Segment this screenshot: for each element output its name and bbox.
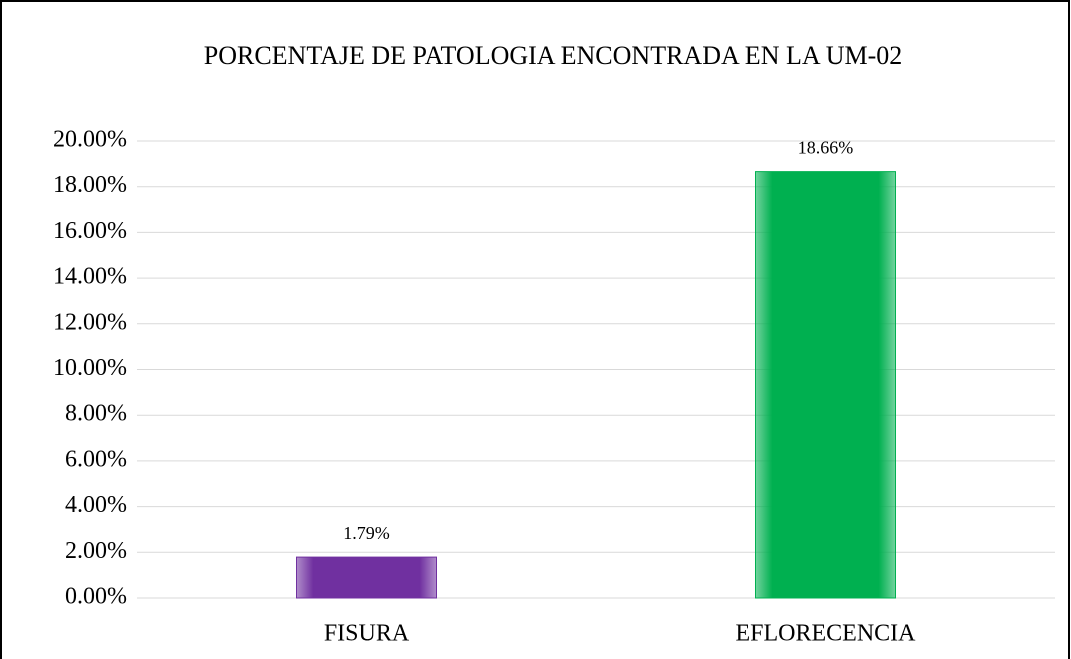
value-label: 1.79% [343,523,390,543]
y-tick-label: 10.00% [53,355,127,381]
bar [296,556,437,599]
y-tick-label: 12.00% [53,309,127,335]
y-tick-label: 20.00% [53,127,127,153]
bar [755,171,896,599]
y-tick-label: 18.00% [53,172,127,198]
value-label: 18.66% [798,138,854,158]
chart-title: PORCENTAJE DE PATOLOGIA ENCONTRADA EN LA… [203,41,903,70]
y-tick-label: 0.00% [65,584,127,610]
grid: 0.00% 2.00% 4.00% 6.00% 8.00% 10.00% 12.00% 14.… [53,127,1055,610]
y-tick-label: 14.00% [53,264,127,290]
y-tick-label: 4.00% [65,492,127,518]
x-tick-label: EFLORECENCIA [736,621,917,647]
y-tick-label: 6.00% [65,446,127,472]
y-tick-label: 8.00% [65,401,127,427]
bars: 1.79% 18.66% [296,138,896,599]
y-tick-label: 2.00% [65,538,127,564]
x-tick-label: FISURA [324,621,410,647]
y-tick-label: 16.00% [53,218,127,244]
